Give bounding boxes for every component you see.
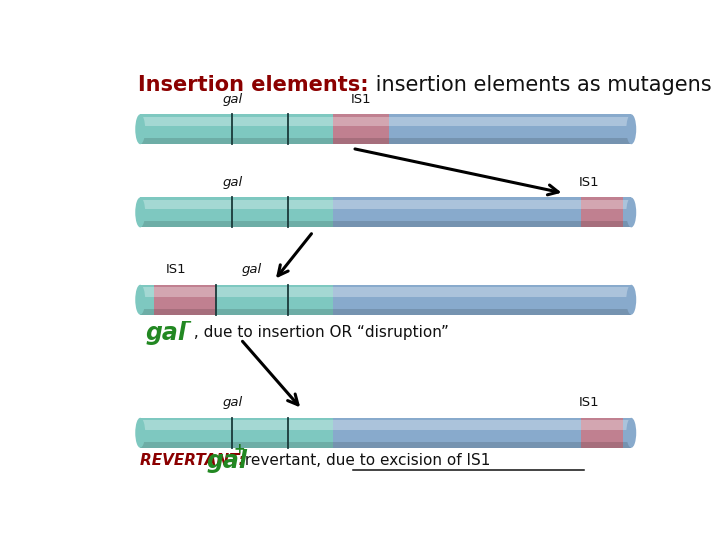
Bar [581,418,623,448]
Text: IS1: IS1 [579,396,600,409]
Text: REVERTANT:: REVERTANT: [140,453,251,468]
Bar [215,285,333,315]
Bar [333,198,581,227]
Bar [140,114,333,144]
Bar [140,117,631,126]
Text: IS1: IS1 [351,93,371,106]
Bar [140,138,631,144]
Text: gal: gal [222,176,243,189]
Bar [333,114,389,144]
Bar [140,287,631,297]
Ellipse shape [135,198,145,227]
Bar [389,114,631,144]
Bar [333,285,631,315]
Ellipse shape [626,114,636,144]
Bar [140,285,154,315]
Text: gal: gal [222,396,243,409]
Text: revertant, due to excision of IS1: revertant, due to excision of IS1 [240,453,490,468]
Ellipse shape [626,418,636,448]
Bar [140,309,631,315]
Text: −: − [181,314,192,328]
Text: gal: gal [206,449,247,472]
Text: gal: gal [145,321,186,345]
Text: gal: gal [242,264,262,276]
Text: insertion elements as mutagens: insertion elements as mutagens [369,75,711,95]
Text: +: + [234,442,246,456]
Ellipse shape [626,198,636,227]
Bar [623,418,631,448]
Bar [140,221,631,227]
Bar [140,442,631,448]
Text: Insertion elements:: Insertion elements: [138,75,369,95]
Ellipse shape [135,114,145,144]
Bar [623,198,631,227]
Text: IS1: IS1 [166,264,186,276]
Text: , due to insertion OR “disruption”: , due to insertion OR “disruption” [189,326,449,341]
Ellipse shape [135,418,145,448]
Ellipse shape [626,285,636,315]
Bar [154,285,215,315]
Ellipse shape [135,285,145,315]
Bar [140,200,631,210]
Bar [333,418,581,448]
Bar [140,418,333,448]
Bar [140,420,631,430]
Text: IS1: IS1 [579,176,600,189]
Bar [140,198,333,227]
Text: gal: gal [222,93,243,106]
Bar [581,198,623,227]
